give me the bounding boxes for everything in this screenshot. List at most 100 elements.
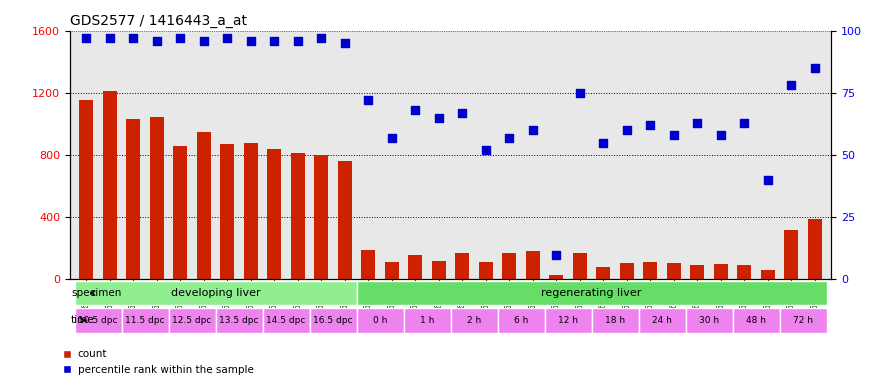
Bar: [244, 142, 258, 280]
Text: 30 h: 30 h: [699, 316, 719, 325]
Bar: [550, 275, 564, 280]
Bar: [620, 263, 634, 280]
Text: 10.5 dpc: 10.5 dpc: [79, 316, 118, 325]
Point: [667, 132, 681, 138]
Point: [526, 127, 540, 133]
Text: regenerating liver: regenerating liver: [542, 288, 641, 298]
Bar: [714, 264, 728, 280]
FancyBboxPatch shape: [262, 308, 310, 333]
Bar: [314, 155, 328, 280]
Bar: [361, 250, 375, 280]
Point: [268, 38, 282, 44]
Text: developing liver: developing liver: [171, 288, 261, 298]
Point: [432, 115, 446, 121]
Bar: [573, 253, 587, 280]
Point: [197, 38, 211, 44]
Text: 6 h: 6 h: [514, 316, 528, 325]
Bar: [126, 119, 141, 280]
FancyBboxPatch shape: [498, 308, 544, 333]
Bar: [596, 267, 611, 280]
Point: [80, 35, 94, 41]
Text: 12.5 dpc: 12.5 dpc: [172, 316, 212, 325]
FancyBboxPatch shape: [310, 308, 357, 333]
Bar: [760, 270, 775, 280]
Point: [103, 35, 117, 41]
Point: [573, 90, 587, 96]
Bar: [667, 263, 681, 280]
Bar: [268, 149, 282, 280]
Text: specimen: specimen: [71, 288, 122, 298]
Point: [714, 132, 728, 138]
Point: [338, 40, 352, 46]
Bar: [808, 219, 822, 280]
Bar: [690, 265, 704, 280]
Point: [808, 65, 822, 71]
Point: [479, 147, 493, 153]
Bar: [432, 261, 446, 280]
FancyBboxPatch shape: [732, 308, 780, 333]
FancyBboxPatch shape: [544, 308, 592, 333]
Bar: [290, 154, 305, 280]
Point: [385, 134, 399, 141]
FancyBboxPatch shape: [122, 308, 169, 333]
FancyBboxPatch shape: [639, 308, 686, 333]
Bar: [220, 144, 234, 280]
Point: [761, 177, 775, 183]
FancyBboxPatch shape: [215, 308, 262, 333]
Point: [502, 134, 516, 141]
Point: [643, 122, 657, 128]
Point: [455, 110, 469, 116]
FancyBboxPatch shape: [451, 308, 498, 333]
Point: [409, 107, 423, 113]
Legend: count, percentile rank within the sample: count, percentile rank within the sample: [58, 345, 257, 379]
Point: [620, 127, 634, 133]
FancyBboxPatch shape: [592, 308, 639, 333]
Point: [550, 252, 564, 258]
Point: [220, 35, 234, 41]
Text: 1 h: 1 h: [420, 316, 434, 325]
Point: [127, 35, 141, 41]
Point: [290, 38, 304, 44]
Bar: [103, 91, 117, 280]
Bar: [409, 255, 423, 280]
Point: [314, 35, 328, 41]
Text: 18 h: 18 h: [605, 316, 625, 325]
FancyBboxPatch shape: [403, 308, 451, 333]
Bar: [385, 262, 399, 280]
Point: [597, 139, 611, 146]
Bar: [150, 117, 164, 280]
Bar: [338, 161, 352, 280]
Point: [173, 35, 187, 41]
Text: 13.5 dpc: 13.5 dpc: [220, 316, 259, 325]
Text: 24 h: 24 h: [652, 316, 672, 325]
Bar: [455, 253, 469, 280]
FancyBboxPatch shape: [357, 281, 827, 305]
Bar: [784, 230, 798, 280]
Bar: [197, 132, 211, 280]
FancyBboxPatch shape: [686, 308, 732, 333]
Text: 0 h: 0 h: [373, 316, 388, 325]
Text: 11.5 dpc: 11.5 dpc: [125, 316, 164, 325]
Bar: [643, 262, 657, 280]
FancyBboxPatch shape: [74, 308, 122, 333]
Point: [690, 120, 704, 126]
FancyBboxPatch shape: [169, 308, 215, 333]
FancyBboxPatch shape: [74, 281, 357, 305]
Bar: [80, 100, 94, 280]
Point: [150, 38, 164, 44]
Text: 16.5 dpc: 16.5 dpc: [313, 316, 353, 325]
Text: 48 h: 48 h: [746, 316, 766, 325]
Bar: [526, 251, 540, 280]
Text: 2 h: 2 h: [467, 316, 481, 325]
Text: GDS2577 / 1416443_a_at: GDS2577 / 1416443_a_at: [70, 14, 247, 28]
Point: [784, 82, 798, 88]
Point: [244, 38, 258, 44]
Point: [738, 120, 752, 126]
FancyBboxPatch shape: [780, 308, 827, 333]
Text: 12 h: 12 h: [558, 316, 578, 325]
Bar: [738, 265, 752, 280]
Point: [361, 97, 375, 103]
Bar: [173, 146, 187, 280]
Text: 14.5 dpc: 14.5 dpc: [267, 316, 306, 325]
Bar: [502, 253, 516, 280]
